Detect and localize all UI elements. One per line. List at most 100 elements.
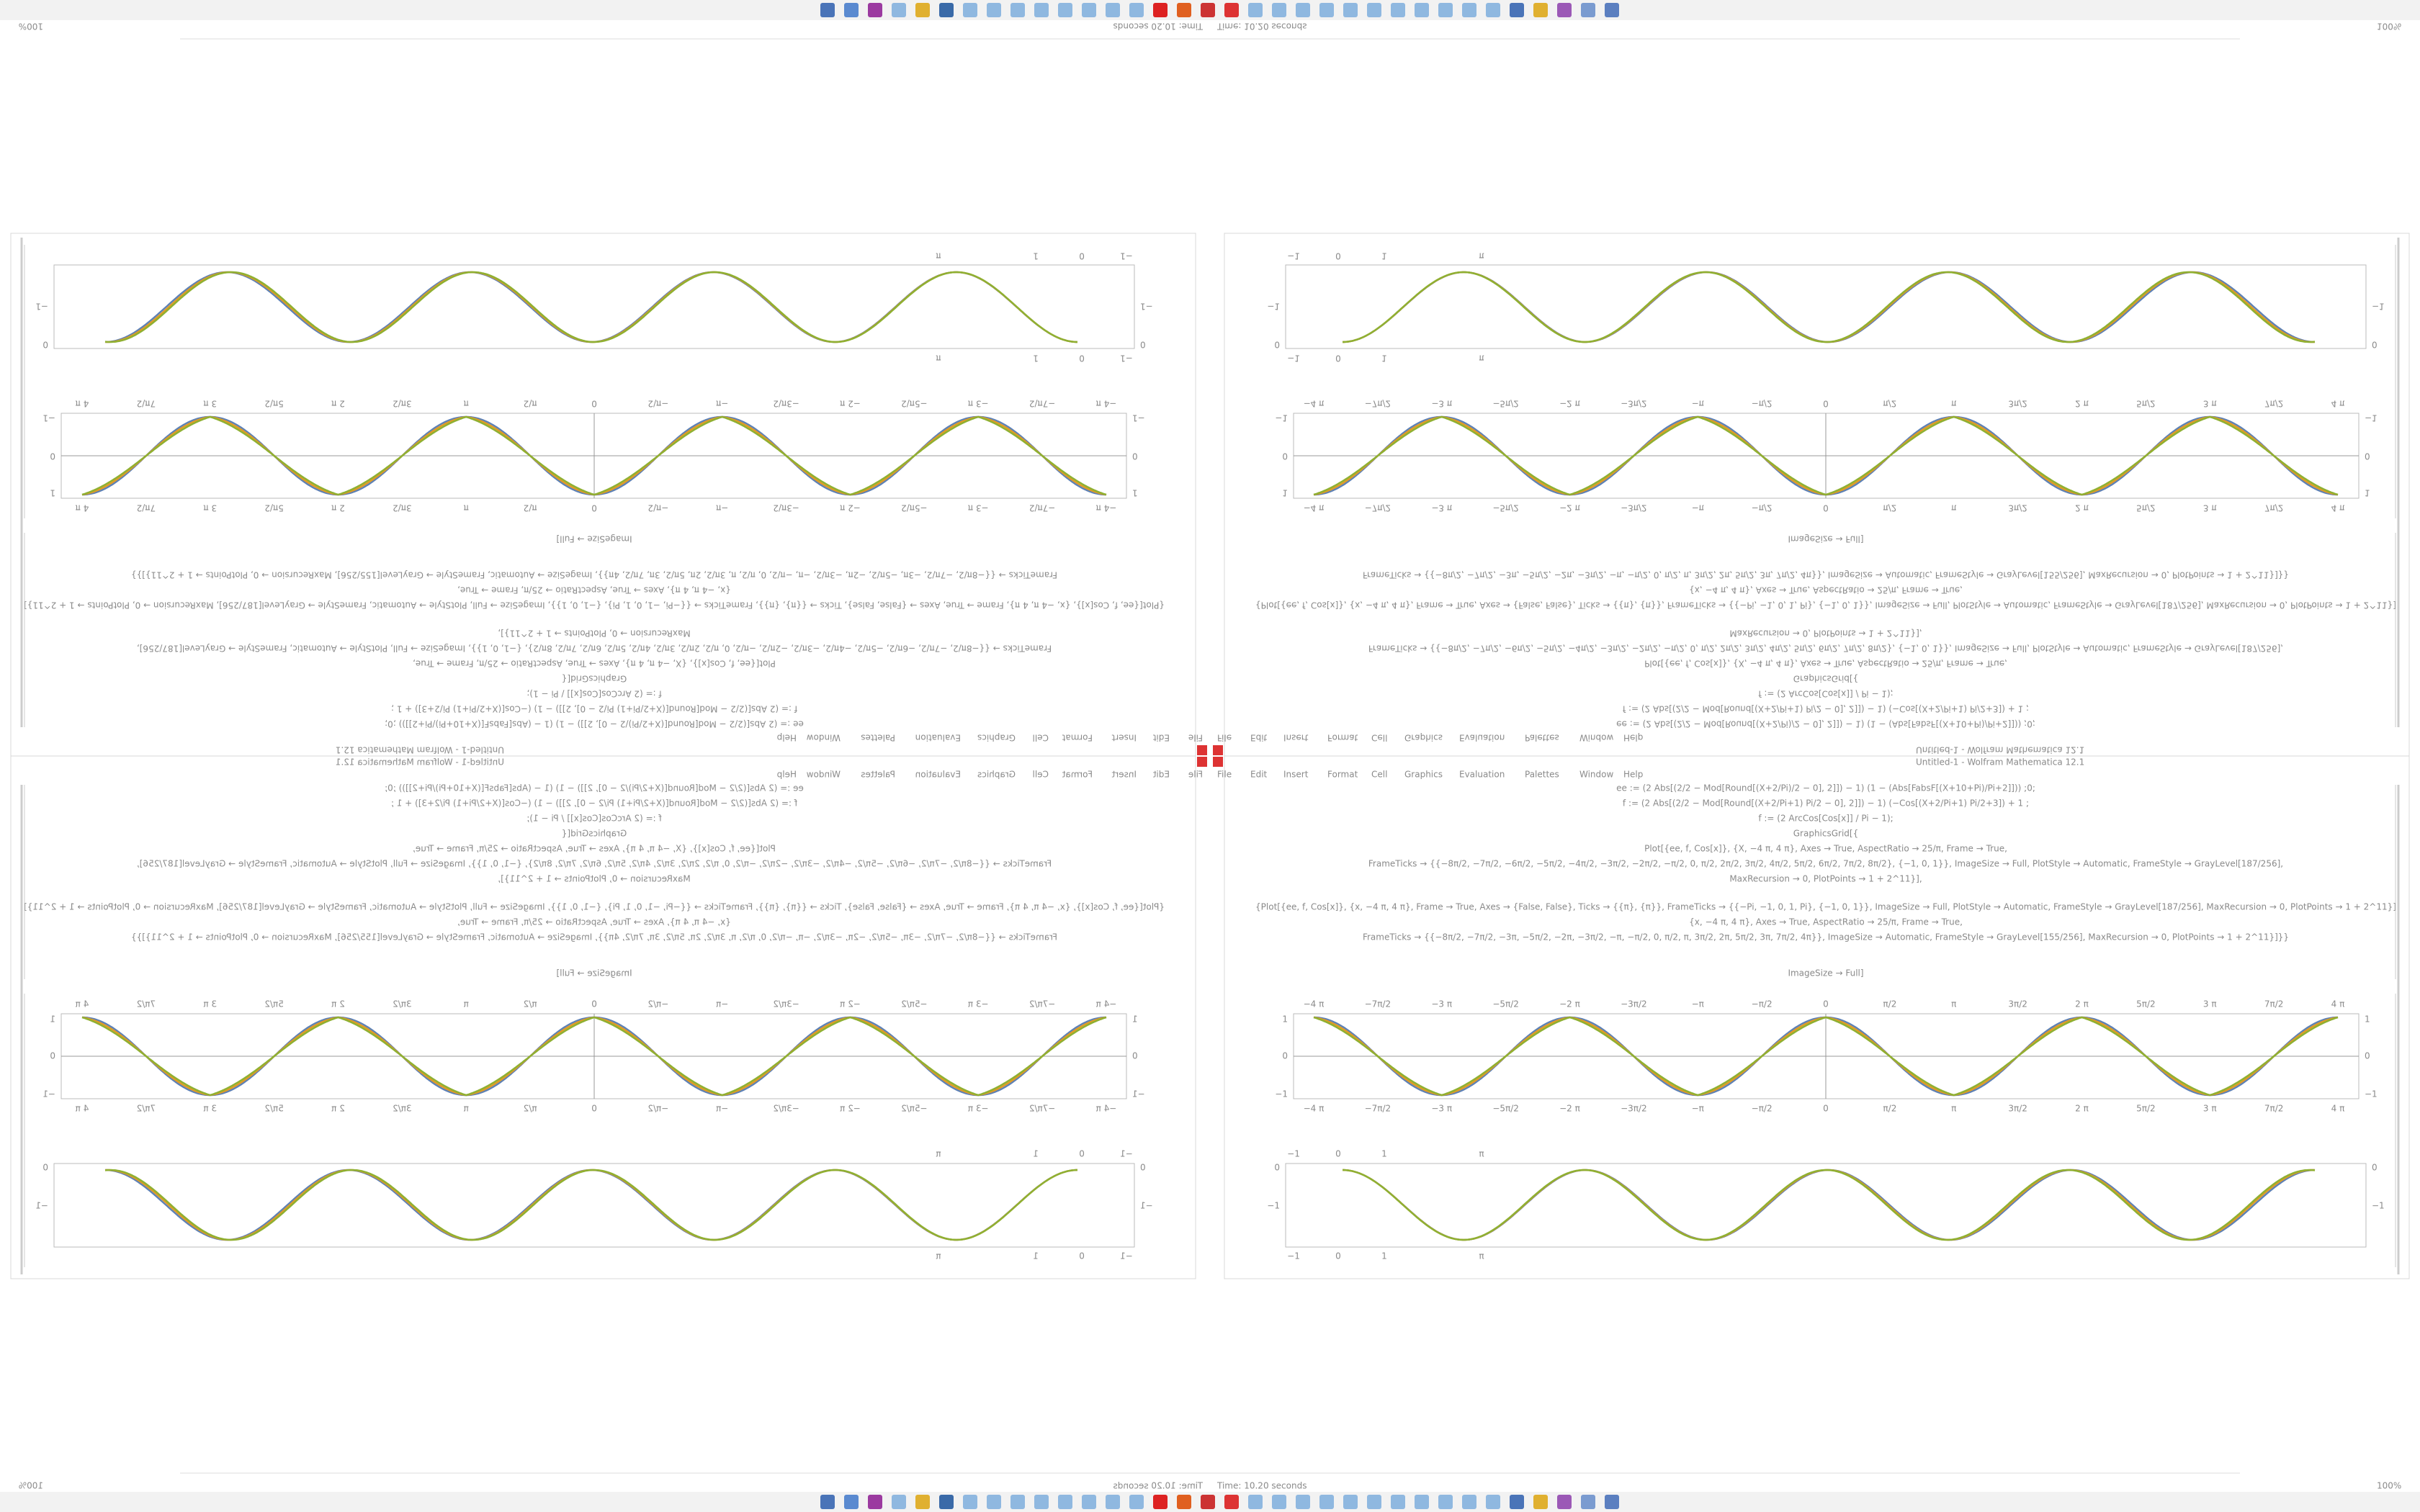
menu-item[interactable]: File <box>1188 733 1203 743</box>
taskbar-icon[interactable] <box>987 1495 1001 1509</box>
taskbar-icon[interactable] <box>1201 3 1215 17</box>
menu-item[interactable]: File <box>1188 770 1203 780</box>
taskbar-icon[interactable] <box>1296 1495 1310 1509</box>
taskbar-icon[interactable] <box>939 1495 954 1509</box>
menu-item[interactable]: Graphics <box>977 770 1016 780</box>
taskbar-icon[interactable] <box>1438 3 1453 17</box>
menu-item[interactable]: Format <box>1062 770 1093 780</box>
taskbar-icon[interactable] <box>892 3 906 17</box>
taskbar-icon[interactable] <box>1272 3 1286 17</box>
taskbar-icon[interactable] <box>844 1495 859 1509</box>
taskbar-icon[interactable] <box>1248 3 1263 17</box>
taskbar-icon[interactable] <box>1367 1495 1381 1509</box>
taskbar-icon[interactable] <box>820 1495 835 1509</box>
menu-item[interactable]: Help <box>1623 733 1643 743</box>
menu-item[interactable]: Format <box>1327 770 1358 780</box>
taskbar-icon[interactable] <box>987 3 1001 17</box>
menu-item[interactable]: Help <box>777 770 797 780</box>
menu-item[interactable]: Insert <box>1111 733 1137 743</box>
menu-item[interactable]: Window <box>1579 770 1614 780</box>
menu-item[interactable]: Evaluation <box>1459 733 1505 743</box>
taskbar-icon[interactable] <box>939 3 954 17</box>
taskbar-icon[interactable] <box>963 3 977 17</box>
menu-item[interactable]: Cell <box>1033 733 1049 743</box>
taskbar-icon[interactable] <box>892 1495 906 1509</box>
taskbar-icon[interactable] <box>868 1495 882 1509</box>
menu-item[interactable]: Graphics <box>977 733 1016 743</box>
taskbar-icon[interactable] <box>1343 1495 1358 1509</box>
taskbar-icon[interactable] <box>915 3 930 17</box>
taskbar-icon[interactable] <box>1224 1495 1239 1509</box>
taskbar-icon[interactable] <box>868 3 882 17</box>
taskbar-icon[interactable] <box>1462 3 1476 17</box>
menu-item[interactable]: Edit <box>1250 770 1268 780</box>
taskbar-icon[interactable] <box>1533 1495 1548 1509</box>
taskbar-icon[interactable] <box>963 1495 977 1509</box>
menu-item[interactable]: Cell <box>1371 733 1387 743</box>
taskbar-icon[interactable] <box>1058 1495 1072 1509</box>
menu-item[interactable]: Help <box>777 733 797 743</box>
taskbar-icon[interactable] <box>1106 1495 1120 1509</box>
taskbar-icon[interactable] <box>1248 1495 1263 1509</box>
menu-item[interactable]: Edit <box>1250 733 1268 743</box>
taskbar-icon[interactable] <box>1153 3 1168 17</box>
menu-item[interactable]: Cell <box>1033 770 1049 780</box>
taskbar-icon[interactable] <box>1557 3 1572 17</box>
taskbar-icon[interactable] <box>1438 1495 1453 1509</box>
menu-item[interactable]: Edit <box>1152 770 1170 780</box>
taskbar-icon[interactable] <box>1153 1495 1168 1509</box>
taskbar-icon[interactable] <box>1486 1495 1500 1509</box>
menu-item[interactable]: Window <box>807 733 841 743</box>
menu-item[interactable]: Format <box>1327 733 1358 743</box>
taskbar-icon[interactable] <box>1034 1495 1049 1509</box>
taskbar-icon[interactable] <box>1581 3 1595 17</box>
taskbar-icon[interactable] <box>1486 3 1500 17</box>
taskbar-icon[interactable] <box>1224 3 1239 17</box>
taskbar-icon[interactable] <box>1581 1495 1595 1509</box>
menu-item[interactable]: Palettes <box>1525 733 1559 743</box>
taskbar-icon[interactable] <box>1415 3 1429 17</box>
taskbar-icon[interactable] <box>1391 1495 1405 1509</box>
menu-item[interactable]: Edit <box>1152 733 1170 743</box>
taskbar-icon[interactable] <box>844 3 859 17</box>
menu-item[interactable]: Window <box>807 770 841 780</box>
taskbar-icon[interactable] <box>1343 3 1358 17</box>
taskbar-icon[interactable] <box>1415 1495 1429 1509</box>
taskbar-icon[interactable] <box>1082 3 1096 17</box>
menu-item[interactable]: Evaluation <box>915 733 961 743</box>
taskbar-icon[interactable] <box>1510 1495 1524 1509</box>
menu-item[interactable]: Insert <box>1283 733 1309 743</box>
menu-item[interactable]: Evaluation <box>1459 770 1505 780</box>
taskbar-icon[interactable] <box>1177 3 1191 17</box>
taskbar-icon[interactable] <box>1367 3 1381 17</box>
taskbar-icon[interactable] <box>1034 3 1049 17</box>
taskbar-icon[interactable] <box>820 3 835 17</box>
taskbar-icon[interactable] <box>1010 1495 1025 1509</box>
menu-item[interactable]: Help <box>1623 770 1643 780</box>
taskbar-icon[interactable] <box>1605 1495 1619 1509</box>
taskbar-icon[interactable] <box>915 1495 930 1509</box>
taskbar-icon[interactable] <box>1557 1495 1572 1509</box>
menu-item[interactable]: Window <box>1579 733 1614 743</box>
taskbar-icon[interactable] <box>1177 1495 1191 1509</box>
menu-item[interactable]: Graphics <box>1404 733 1443 743</box>
menu-item[interactable]: Palettes <box>861 733 895 743</box>
menu-item[interactable]: Insert <box>1111 770 1137 780</box>
menu-item[interactable]: File <box>1217 733 1232 743</box>
taskbar-icon[interactable] <box>1058 3 1072 17</box>
menu-item[interactable]: Cell <box>1371 770 1387 780</box>
taskbar-icon[interactable] <box>1533 3 1548 17</box>
menu-item[interactable]: Palettes <box>1525 770 1559 780</box>
taskbar-icon[interactable] <box>1106 3 1120 17</box>
taskbar-icon[interactable] <box>1296 3 1310 17</box>
menu-item[interactable]: Graphics <box>1404 770 1443 780</box>
menu-item[interactable]: Palettes <box>861 770 895 780</box>
taskbar-icon[interactable] <box>1201 1495 1215 1509</box>
taskbar-icon[interactable] <box>1510 3 1524 17</box>
menu-item[interactable]: Insert <box>1283 770 1309 780</box>
taskbar-icon[interactable] <box>1605 3 1619 17</box>
taskbar-icon[interactable] <box>1129 3 1144 17</box>
taskbar-icon[interactable] <box>1319 3 1334 17</box>
taskbar-icon[interactable] <box>1010 3 1025 17</box>
taskbar-icon[interactable] <box>1462 1495 1476 1509</box>
